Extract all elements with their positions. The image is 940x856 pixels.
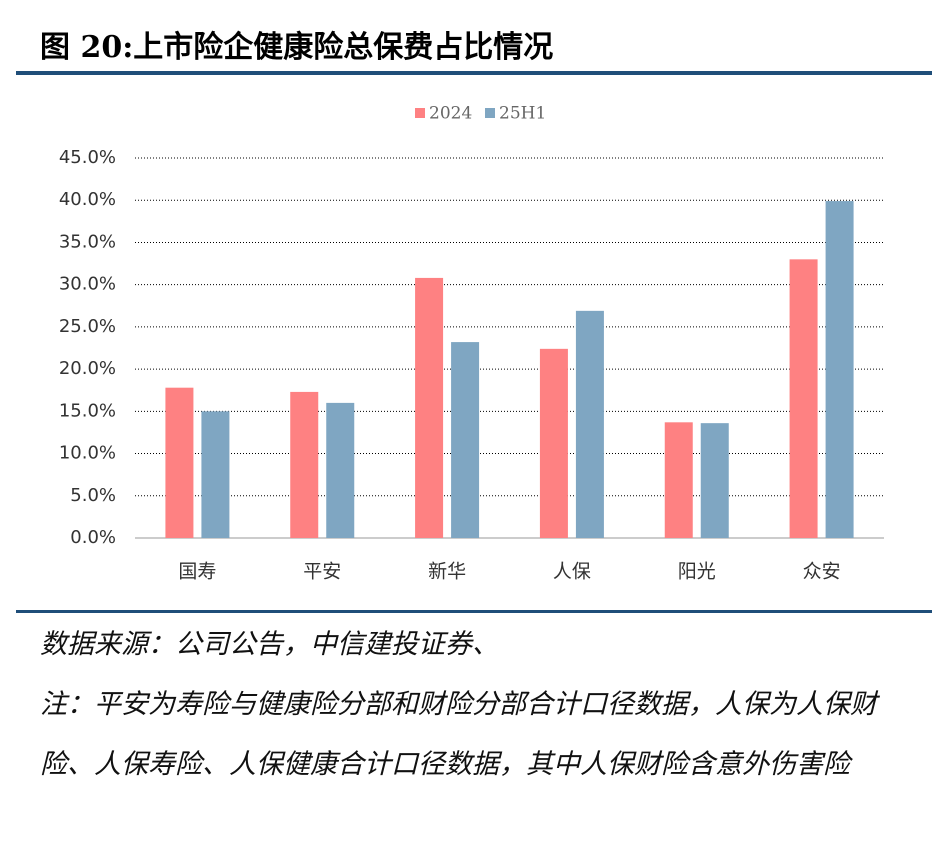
bar <box>201 411 230 538</box>
bar <box>290 391 319 538</box>
y-tick-label: 45.0% <box>59 147 116 168</box>
bar <box>664 422 693 538</box>
source-note: 数据来源：公司公告，中信建投证券、 <box>40 629 499 660</box>
legend-label: 2024 <box>429 104 472 124</box>
y-tick-label: 10.0% <box>59 443 116 464</box>
y-tick-label: 40.0% <box>59 189 116 210</box>
y-tick-label: 15.0% <box>59 400 116 421</box>
y-tick-label: 25.0% <box>59 316 116 337</box>
x-tick-label: 人保 <box>553 561 591 583</box>
x-tick-label: 国寿 <box>178 561 216 583</box>
chart-title: 图 20:上市险企健康险总保费占比情况 <box>40 30 554 65</box>
bar <box>451 342 480 538</box>
footnote: 注：平安为寿险与健康险分部和财险分部合计口径数据，人保为人保财险、人保寿险、人保… <box>40 689 877 780</box>
bar <box>825 201 854 539</box>
y-tick-label: 20.0% <box>59 358 116 379</box>
bar <box>165 387 194 538</box>
bar <box>700 423 729 538</box>
x-tick-label: 新华 <box>428 561 466 583</box>
y-tick-label: 5.0% <box>70 485 116 506</box>
header-rule <box>16 71 932 75</box>
bar <box>789 259 818 538</box>
x-tick-label: 众安 <box>803 561 841 583</box>
x-tick-label: 阳光 <box>678 561 716 583</box>
y-tick-label: 0.0% <box>70 527 116 548</box>
y-tick-label: 30.0% <box>59 274 116 295</box>
bar <box>575 310 604 538</box>
legend-swatch <box>415 108 425 118</box>
bar <box>415 277 444 538</box>
bar <box>326 402 355 538</box>
bar <box>539 348 568 538</box>
legend-label: 25H1 <box>499 104 546 124</box>
legend-swatch <box>485 108 495 118</box>
y-tick-label: 35.0% <box>59 231 116 252</box>
x-tick-label: 平安 <box>303 561 341 583</box>
footer-rule <box>16 610 932 613</box>
